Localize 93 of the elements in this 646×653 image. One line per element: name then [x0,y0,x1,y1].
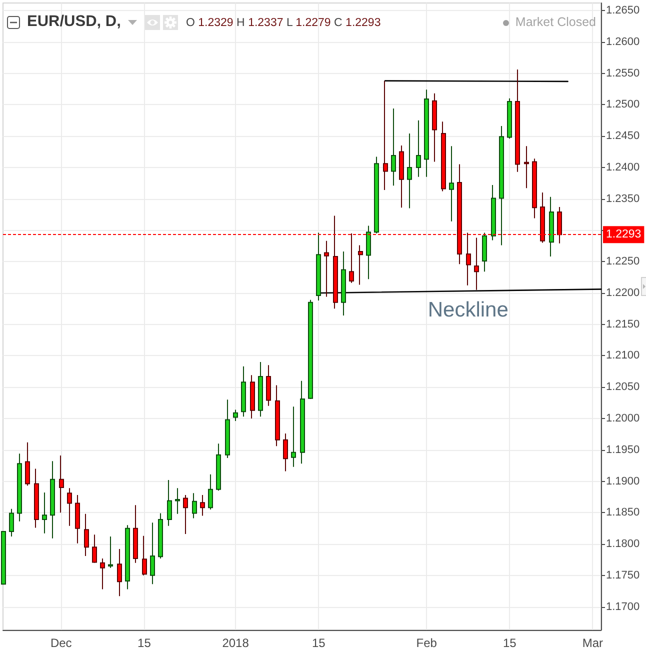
candlestick [183,494,188,534]
ref-line-label: 1.2293 [606,228,642,241]
candlestick [200,494,205,516]
x-tick-label: 2018 [222,636,250,650]
candlestick [59,455,64,514]
candlestick [100,558,105,590]
y-tick-label: 1.1800 [606,538,640,550]
candlestick [366,225,371,280]
candlestick [399,144,404,208]
series-label: Neckline [428,298,508,322]
candlestick [383,80,388,191]
text: EUR/USD, D, [27,13,121,31]
y-tick-label: 1.1950 [606,444,640,456]
candlestick [17,453,22,522]
y-tick-label: 1.1850 [606,506,640,519]
candlestick [42,492,47,534]
y-tick-label: 1.1700 [606,600,640,613]
candlestick [449,146,454,222]
candlestick [482,232,487,272]
candlestick [266,364,271,406]
y-tick-label: 1.2450 [606,130,640,142]
candlestick [316,232,321,301]
candlestick [150,522,155,585]
x-tick-label: 15 [312,636,326,650]
candlestick [125,524,130,590]
y-tick-label: 1.2600 [606,36,640,48]
candlestick [84,513,89,556]
candlestick [341,251,346,316]
candlestick [67,488,72,526]
candlestick [424,89,429,178]
candlestick [432,92,437,162]
candlestick [258,362,263,418]
x-tick-label: Mar [582,636,604,650]
candlestick [216,443,221,492]
candlestick [208,474,213,510]
candlestick [549,196,554,258]
x-tick-label: Feb [416,636,438,650]
candlestick [374,156,379,234]
candlestick [133,504,138,564]
y-tick-label: 1.2000 [606,412,640,424]
candlestick [358,244,363,286]
candlestick [474,237,479,290]
candlestick [283,433,288,472]
candlestick [75,494,80,544]
candlestick [192,492,197,519]
y-tick-label: 1.2400 [606,161,640,174]
candlestick [142,535,147,576]
y-tick-label: 1.2050 [606,381,640,394]
candlestick [241,366,246,418]
y-tick-label: 1.2250 [606,256,640,268]
candlestick [515,69,520,172]
y-tick-label: 1.2150 [606,318,640,330]
candlestick [9,508,14,537]
candlestick [491,184,496,241]
candlestick [50,460,55,539]
candlestick [416,120,421,178]
y-tick-label: 1.1900 [606,475,640,488]
y-tick-label: 1.2350 [606,192,640,205]
candlestick [291,406,296,468]
candlestick [300,380,305,464]
x-tick-label: 15 [502,636,517,650]
candlestick [175,488,180,514]
candlestick [108,536,113,568]
candlestick [275,384,280,447]
candlestick [117,548,122,597]
candlestick [92,534,97,564]
candlestick [391,108,396,186]
candlestick [507,98,512,140]
candlestick [441,121,446,192]
y-tick-label: 1.2500 [606,98,640,111]
y-tick-label: 1.2200 [606,286,640,299]
candlestick [1,530,6,585]
candlestick [225,399,230,459]
candlestick [25,442,30,486]
candlestick [233,409,238,422]
candlestick [532,158,537,219]
x-tick-label: Dec [50,636,72,650]
candlestick [524,146,529,189]
candlestick [167,479,172,526]
candlestick [158,512,163,559]
text: O 1.2329 H 1.2337 L 1.2279 C 1.2293 [186,17,381,29]
candlestick [499,126,504,246]
candlestick [324,240,329,298]
candlestick [250,374,255,419]
x-tick-label: 15 [138,636,152,650]
y-tick-label: 1.1750 [606,569,640,582]
y-tick-label: 1.2100 [606,350,640,362]
y-tick-label: 1.2650 [606,4,640,17]
candlestick [407,133,412,209]
candlestick [34,468,39,528]
candlestick [308,299,313,400]
y-tick-label: 1.2550 [606,67,640,80]
annotation: Market Closed [515,15,596,30]
